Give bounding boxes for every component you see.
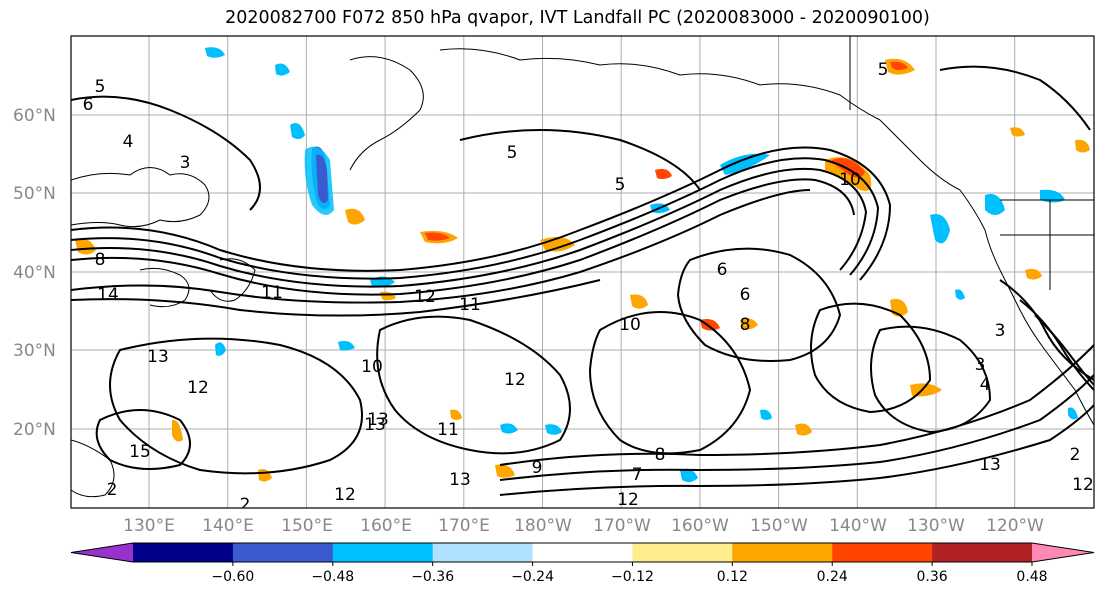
colorbar-segment bbox=[332, 543, 434, 562]
contour-label: 12 bbox=[617, 490, 639, 510]
contour-label: 8 bbox=[655, 445, 666, 465]
contour-label: 10 bbox=[839, 170, 861, 190]
contour-label: 15 bbox=[129, 442, 151, 462]
contour-label: 2 bbox=[107, 480, 118, 500]
colorbar: −0.60 −0.48 −0.36 −0.24 −0.12 0.12 0.24 0.36 0.4… bbox=[70, 542, 1095, 585]
lat-label: 50°N bbox=[13, 184, 56, 204]
lat-label: 40°N bbox=[13, 263, 56, 283]
colorbar-tick-label: 0.12 bbox=[717, 569, 748, 585]
qvapor-shading bbox=[75, 47, 1090, 483]
contour-label: 9 bbox=[532, 458, 543, 478]
contour-label: 13 bbox=[449, 470, 471, 490]
lon-label: 120°W bbox=[986, 516, 1044, 536]
map-frame bbox=[70, 35, 1095, 509]
contour-label: 6 bbox=[717, 260, 728, 280]
contour-label: 3 bbox=[180, 153, 191, 173]
lon-label: 170°E bbox=[438, 516, 490, 536]
contour-label: 5 bbox=[95, 77, 106, 97]
lon-label: 150°W bbox=[750, 516, 808, 536]
contour-label: 12 bbox=[1072, 475, 1094, 495]
colorbar-segment bbox=[632, 543, 733, 562]
longitude-labels: 130°E 140°E 150°E 160°E 170°E 180°W 170°… bbox=[123, 516, 1044, 536]
colorbar-tick-label: −0.36 bbox=[411, 569, 454, 585]
lat-label: 60°N bbox=[13, 106, 56, 126]
contour-label: 13 bbox=[367, 410, 389, 430]
lon-label: 130°E bbox=[123, 516, 175, 536]
contour-label: 11 bbox=[459, 295, 481, 315]
lon-label: 150°E bbox=[281, 516, 333, 536]
colorbar-segment bbox=[832, 543, 933, 562]
colorbar-extend-high bbox=[1032, 543, 1094, 562]
contour-label: 5 bbox=[615, 175, 626, 195]
contour-label: 2 bbox=[240, 495, 251, 515]
contour-label: 11 bbox=[261, 283, 283, 303]
graticule bbox=[71, 36, 1094, 508]
contour-label: 11 bbox=[437, 420, 459, 440]
colorbar-segment bbox=[732, 543, 833, 562]
coastlines bbox=[71, 36, 1094, 498]
contour-label: 2 bbox=[1070, 445, 1081, 465]
contour-label: 13 bbox=[147, 347, 169, 367]
colorbar-tick-label: 0.36 bbox=[917, 569, 948, 585]
contour-label: 12 bbox=[187, 378, 209, 398]
colorbar-tick-label: −0.60 bbox=[211, 569, 254, 585]
contour-label: 3 bbox=[975, 355, 986, 375]
contour-label: 8 bbox=[740, 315, 751, 335]
contour-label: 13 bbox=[979, 455, 1001, 475]
contour-label: 10 bbox=[361, 357, 383, 377]
contour-label: 5 bbox=[507, 143, 518, 163]
contour-label: 8 bbox=[95, 250, 106, 270]
map-title: 2020082700 F072 850 hPa qvapor, IVT Land… bbox=[225, 8, 930, 28]
contour-label: 6 bbox=[740, 285, 751, 305]
lon-label: 130°W bbox=[907, 516, 965, 536]
colorbar-tick-label: −0.24 bbox=[511, 569, 554, 585]
contour-label: 5 bbox=[878, 60, 889, 80]
contour-label: 12 bbox=[414, 287, 436, 307]
contour-label: 4 bbox=[123, 132, 134, 152]
colorbar-segment bbox=[432, 543, 534, 562]
lon-label: 180°W bbox=[514, 516, 572, 536]
contour-label: 14 bbox=[97, 285, 119, 305]
colorbar-extend-low bbox=[71, 543, 133, 562]
latitude-labels: 60°N 50°N 40°N 30°N 20°N bbox=[13, 106, 56, 440]
contour-label: 7 bbox=[632, 465, 643, 485]
colorbar-segment bbox=[232, 543, 334, 562]
lon-label: 140°W bbox=[829, 516, 887, 536]
colorbar-tick-label: 0.24 bbox=[817, 569, 848, 585]
colorbar-tick-label: −0.12 bbox=[611, 569, 654, 585]
ivt-contours bbox=[71, 65, 1094, 496]
contour-label: 4 bbox=[980, 375, 991, 395]
colorbar-tick-label: 0.48 bbox=[1016, 569, 1047, 585]
colorbar-segment bbox=[133, 543, 234, 562]
lon-label: 170°W bbox=[593, 516, 651, 536]
lat-label: 30°N bbox=[13, 341, 56, 361]
contour-label: 6 bbox=[83, 95, 94, 115]
contour-label: 10 bbox=[619, 315, 641, 335]
colorbar-segment bbox=[932, 543, 1033, 562]
colorbar-outline bbox=[70, 542, 1095, 563]
contour-label: 13 bbox=[364, 415, 386, 435]
lon-label: 160°W bbox=[671, 516, 729, 536]
lon-label: 160°E bbox=[360, 516, 412, 536]
colorbar-tick-label: −0.48 bbox=[311, 569, 354, 585]
contour-label: 12 bbox=[334, 485, 356, 505]
lat-label: 20°N bbox=[13, 420, 56, 440]
contour-label: 3 bbox=[995, 321, 1006, 341]
colorbar-segment bbox=[532, 543, 633, 562]
contour-label: 12 bbox=[504, 370, 526, 390]
lon-label: 140°E bbox=[202, 516, 254, 536]
